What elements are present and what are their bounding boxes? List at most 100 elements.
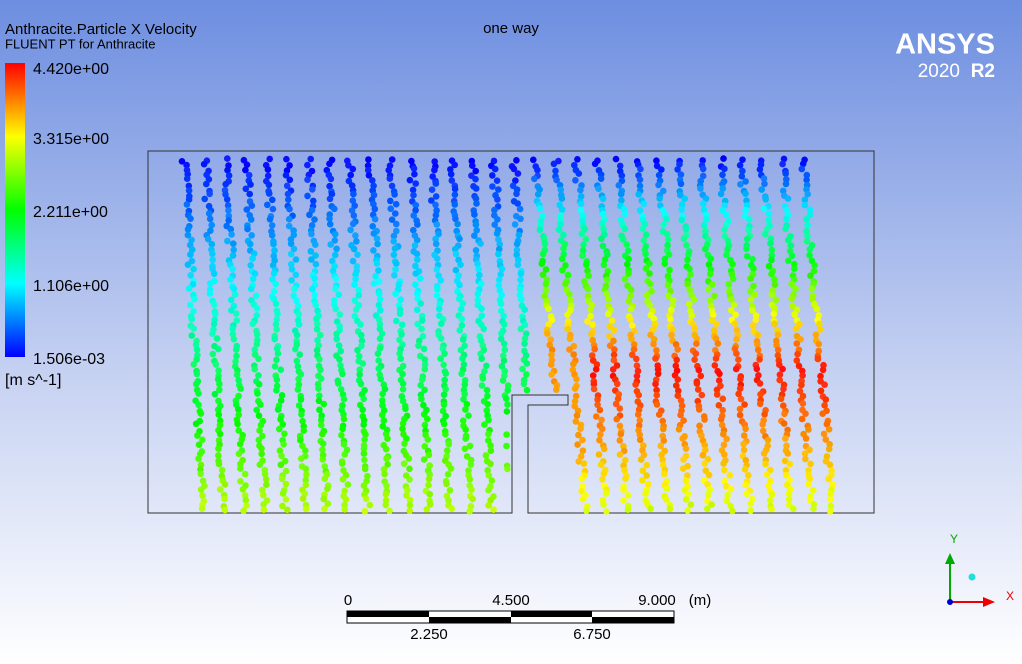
particle <box>263 481 270 489</box>
particle <box>448 505 456 512</box>
particle <box>723 251 730 259</box>
particle <box>601 256 609 263</box>
particle <box>459 355 466 362</box>
particle <box>784 257 792 265</box>
particle <box>351 281 358 289</box>
particle <box>756 356 763 363</box>
particle <box>316 392 323 400</box>
particle <box>333 245 340 253</box>
particle <box>500 312 508 320</box>
particle <box>612 155 620 163</box>
particle <box>333 330 340 338</box>
particle <box>445 440 453 448</box>
particle <box>391 272 398 279</box>
particle <box>253 331 261 338</box>
particle <box>374 240 381 248</box>
particle <box>435 230 442 238</box>
particle <box>566 335 574 343</box>
particle <box>803 238 811 245</box>
particle <box>666 505 674 513</box>
particle <box>754 346 762 354</box>
particle <box>592 366 600 373</box>
particle <box>235 450 243 458</box>
particle <box>483 386 491 394</box>
particle <box>819 410 826 418</box>
particle <box>297 455 305 463</box>
particle <box>206 190 213 198</box>
particle <box>825 445 833 453</box>
particle <box>677 411 684 419</box>
particle <box>766 497 774 504</box>
particle <box>433 221 441 228</box>
particle <box>684 507 691 514</box>
particle <box>279 490 287 497</box>
particle <box>414 256 421 264</box>
particle <box>721 165 728 173</box>
triad-y-head <box>945 553 955 564</box>
particle <box>650 326 657 333</box>
particle <box>788 295 795 302</box>
particle <box>521 335 529 342</box>
particle <box>258 445 265 452</box>
particle <box>232 310 240 317</box>
particle <box>246 190 253 198</box>
particle <box>413 236 421 244</box>
particle <box>420 456 428 463</box>
particle <box>303 471 310 478</box>
particle <box>812 331 820 339</box>
particle <box>584 318 591 325</box>
particle <box>356 371 364 378</box>
particle <box>701 441 709 449</box>
particle <box>768 505 775 513</box>
particle <box>642 490 649 497</box>
particle <box>647 280 654 288</box>
particle <box>571 397 579 405</box>
particle <box>335 291 343 299</box>
particle <box>756 166 764 173</box>
particle <box>366 501 374 509</box>
particle <box>606 332 613 340</box>
particle <box>544 330 551 337</box>
particle <box>242 166 249 174</box>
particle <box>781 410 788 418</box>
particle <box>329 267 337 275</box>
particle <box>247 181 254 188</box>
particle <box>647 505 654 512</box>
particle <box>193 370 201 378</box>
particle <box>299 417 306 425</box>
particle <box>687 271 694 278</box>
particle <box>538 260 546 268</box>
particle <box>485 472 493 479</box>
particle <box>598 220 606 227</box>
particle <box>756 400 764 408</box>
particle <box>312 252 319 259</box>
particle <box>589 337 596 344</box>
particle <box>243 206 251 213</box>
particle <box>195 390 202 397</box>
particle <box>597 461 605 469</box>
particle <box>341 487 349 495</box>
particle <box>258 486 266 494</box>
particle <box>709 311 717 319</box>
particle <box>471 232 478 239</box>
particle <box>421 366 429 373</box>
particle <box>810 300 818 308</box>
particle <box>260 491 267 499</box>
particle <box>643 231 650 238</box>
particle <box>553 386 560 394</box>
particle <box>765 262 773 270</box>
particle <box>307 155 315 163</box>
particle <box>425 481 432 489</box>
particle <box>736 411 744 419</box>
particle <box>257 421 265 429</box>
particle <box>808 285 816 292</box>
particle <box>642 250 649 258</box>
particle <box>432 201 439 209</box>
particle <box>225 217 232 224</box>
particle <box>597 431 604 438</box>
particle <box>810 267 818 275</box>
particle <box>290 292 298 300</box>
particle <box>791 311 798 318</box>
particle <box>258 450 266 458</box>
particle <box>609 366 617 373</box>
